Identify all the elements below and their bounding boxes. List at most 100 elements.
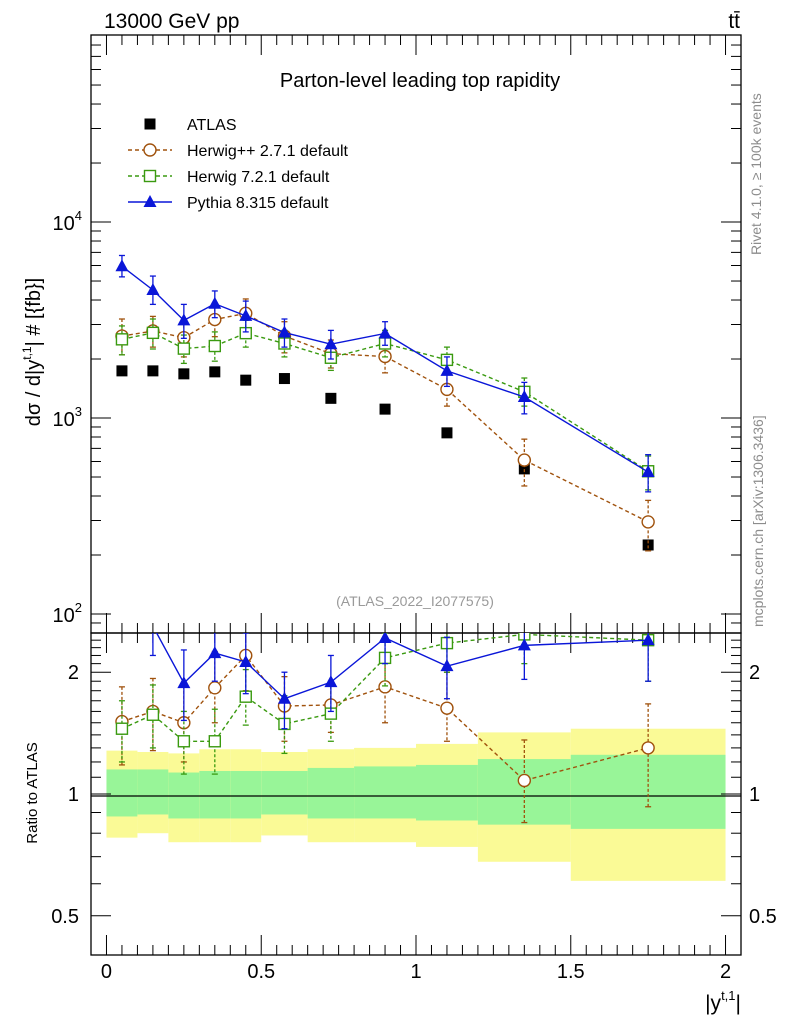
legend-label: Herwig++ 2.7.1 default [187,143,349,160]
mcplots-label: mcplots.cern.ch [arXiv:1306.3436] [750,415,766,627]
main-data-point [208,296,222,309]
ratio-y-tick-labels: 0.5 0.5 1 1 2 2 [51,662,777,928]
main-data-point [324,337,338,350]
x-tick-label: 1.5 [557,961,585,983]
main-y-axis-label-sup: t,1 [20,346,34,360]
main-data-point [325,392,337,404]
ratio-series [115,572,655,824]
ratio-data-point [146,708,160,721]
ratio-data-point [115,722,129,735]
ratio-y-ticks [91,632,741,956]
ratio-data-point [517,773,532,788]
ratio-band-inner [307,767,355,819]
main-y-tick-label-exp: 3 [75,404,82,419]
ratio-series-line [121,633,649,742]
legend-label: Herwig 7.2.1 default [187,169,330,186]
main-data-point [116,365,128,377]
main-y-tick-label: 104 [53,208,82,235]
ratio-y-tick-label-right: 1 [749,784,760,806]
x-tick-label: 0.5 [247,961,275,983]
main-data-point [440,363,454,376]
ratio-data-point [440,701,454,715]
ratio-series-pythia-8-315-default [115,572,655,730]
main-y-tick-label-exp: 2 [75,600,82,615]
ratio-y-tick-label-left: 2 [68,662,79,684]
ratio-data-point [440,659,454,672]
main-data-point [177,342,191,355]
ratio-data-point [115,572,128,584]
ratio-y-axis-label: Ratio to ATLAS [24,742,41,843]
ratio-y-tick-label-left: 1 [68,784,79,806]
energy-label: 13000 GeV pp [104,10,239,33]
ratio-y-tick-label-right: 0.5 [749,906,777,928]
main-series-pythia-8-315-default [115,254,655,493]
ratio-uncertainty-bands [106,728,726,881]
ratio-data-point [177,676,191,689]
main-y-tick-label: 103 [53,404,82,431]
main-y-tick-label-exp: 4 [75,208,82,223]
main-data-point [641,465,655,478]
ratio-data-point [378,680,392,694]
ratio-band-inner [106,769,138,817]
rivet-version-label: Rivet 4.1.0, ≥ 100k events [748,93,764,255]
analysis-watermark: (ATLAS_2022_I2077575) [336,593,494,609]
legend-marker [144,118,156,130]
ratio-data-point [208,646,222,659]
ratio-data-point [324,675,338,688]
main-y-axis-label-main: dσ / d|y [23,360,45,426]
x-axis-label: |yt,1| [705,988,741,1015]
ratio-band-inner [354,766,416,819]
ratio-band-inner [416,764,478,821]
main-data-point [147,365,159,377]
x-tick-label: 2 [720,961,731,983]
main-series-atlas [116,365,654,551]
main-data-point [379,403,391,415]
ratio-band-inner [261,770,308,815]
main-data-point [239,308,253,321]
main-series [115,254,655,552]
ratio-data-point [517,638,531,651]
legend-marker [143,143,157,157]
ratio-y-tick-label-left: 0.5 [51,906,79,928]
ratio-data-point [378,633,392,643]
ratio-band-inner [199,770,231,819]
main-data-point [277,325,291,338]
main-data-point [642,539,654,551]
ratio-data-point [641,741,655,755]
x-tick-label: 0 [101,961,112,983]
main-data-point [517,453,532,467]
main-data-point [441,427,453,439]
ratio-band-inner [137,769,169,815]
main-data-point [378,326,392,339]
x-axis-label-sup: t,1 [721,988,735,1003]
main-data-point [209,366,221,378]
main-y-tick-label-base: 10 [53,605,75,627]
main-data-point [518,463,530,475]
legend-item-atlas: ATLAS [144,117,237,134]
main-data-point [278,373,290,385]
legend-marker [143,195,157,207]
legend-label: Pythia 8.315 default [187,195,329,212]
legend: ATLAS Herwig++ 2.7.1 default Herwig 7.2.1 … [128,117,349,212]
main-data-point [146,282,160,295]
ratio-x-ticks [105,633,727,955]
ratio-data-point [208,735,222,748]
ratio-band-inner [230,770,262,819]
x-tick-labels: 0 0.5 1 1.5 2 [101,961,731,983]
main-y-axis-label-tail: | # [{fb}] [23,278,45,347]
ratio-data-point [208,681,222,695]
x-axis-label-tail: | [736,992,741,1015]
legend-marker [143,169,157,183]
main-data-point [177,313,191,326]
ratio-data-point [177,735,191,748]
main-data-point [115,259,129,272]
main-y-tick-label: 102 [53,600,82,627]
main-data-point [517,390,531,403]
main-y-tick-label-base: 10 [53,213,75,235]
legend-item-herwig-2-7-1-default: Herwig++ 2.7.1 default [128,143,349,160]
main-y-tick-label-base: 10 [53,409,75,431]
x-tick-label: 1 [410,961,421,983]
plot-title: Parton-level leading top rapidity [280,70,560,92]
main-panel: Parton-level leading top rapidity (ATLAS… [20,34,742,634]
